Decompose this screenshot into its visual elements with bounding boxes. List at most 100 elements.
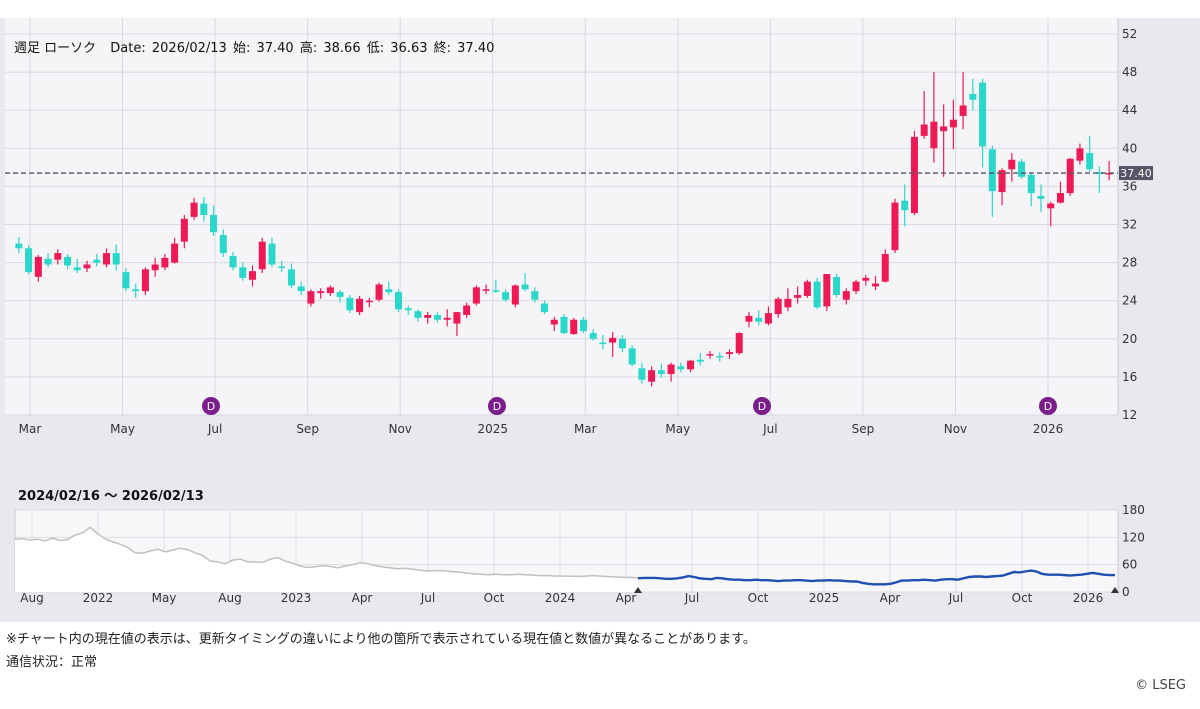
candle: [1066, 157, 1074, 196]
candle: [122, 268, 130, 292]
candle: [628, 345, 636, 367]
candle-body: [599, 342, 607, 345]
range-handle-right[interactable]: [1111, 587, 1119, 593]
y-tick-label: 24: [1122, 294, 1137, 308]
date-value: 2026/02/13: [151, 41, 227, 56]
candle: [278, 260, 286, 273]
nav-x-tick-label: Apr: [880, 591, 901, 605]
dividend-marker[interactable]: D: [202, 397, 220, 415]
nav-x-tick-label: Jul: [948, 591, 963, 605]
x-tick-label: 2026: [1033, 422, 1064, 436]
candle: [1076, 143, 1084, 165]
y-tick-label: 32: [1122, 218, 1137, 232]
candle: [1027, 172, 1035, 207]
low-value: 36.63: [390, 41, 428, 56]
candle-body: [823, 274, 831, 307]
candle: [638, 362, 646, 384]
nav-x-tick-label: 2026: [1073, 591, 1104, 605]
dividend-marker[interactable]: D: [753, 397, 771, 415]
dividend-marker[interactable]: D: [488, 397, 506, 415]
candle: [336, 290, 344, 303]
candle-body: [200, 203, 208, 215]
dividend-marker[interactable]: D: [1039, 397, 1057, 415]
candle: [872, 275, 880, 291]
dividend-marker-label: D: [758, 400, 766, 413]
candle-body: [755, 317, 763, 322]
candle-body: [628, 348, 636, 365]
candle: [1095, 166, 1103, 194]
candle-body: [307, 291, 315, 304]
x-tick-label: Mar: [19, 422, 42, 436]
nav-x-tick-label: Jul: [420, 591, 435, 605]
candle: [297, 281, 305, 295]
candle-body: [336, 292, 344, 297]
range-label: 2024/02/16 〜 2026/02/13: [18, 489, 204, 504]
candle: [774, 296, 782, 318]
candle: [910, 131, 918, 215]
y-tick-label: 36: [1122, 179, 1137, 193]
candle-body: [940, 126, 948, 132]
open-label: 始:: [232, 41, 251, 56]
candle: [54, 249, 62, 265]
candle-body: [531, 291, 539, 300]
history-line: [14, 526, 639, 579]
candle-body: [618, 338, 626, 349]
candle-body: [102, 253, 110, 265]
nav-x-tick-label: Apr: [352, 591, 373, 605]
candle: [73, 258, 81, 274]
nav-x-tick-label: Apr: [616, 591, 637, 605]
y-tick-label: 52: [1122, 27, 1137, 41]
candle: [833, 274, 841, 298]
candle-body: [716, 355, 724, 358]
nav-x-tick-label: Oct: [1012, 591, 1033, 605]
candle: [268, 237, 276, 268]
candle: [891, 198, 899, 254]
range-handle-left[interactable]: [634, 587, 642, 593]
y-tick-label: 28: [1122, 256, 1137, 270]
x-tick-label: May: [665, 422, 690, 436]
close-value: 37.40: [457, 41, 495, 56]
candle-body: [268, 243, 276, 265]
candle: [969, 78, 977, 111]
candle: [609, 332, 617, 357]
candle-body: [794, 294, 802, 298]
grid: [5, 18, 1119, 416]
x-tick-label: Nov: [944, 422, 967, 436]
candle: [813, 277, 821, 310]
candle-body: [930, 121, 938, 149]
candle-body: [190, 202, 198, 217]
candle-body: [657, 370, 665, 375]
candle: [862, 274, 870, 286]
candle-body: [492, 290, 500, 292]
nav-x-tick-label: 2025: [809, 591, 840, 605]
candle: [531, 287, 539, 303]
y-tick-label: 44: [1122, 103, 1137, 117]
candle: [998, 168, 1006, 206]
candle: [200, 196, 208, 222]
ohlc-readout: 週足 ローソク Date: 2026/02/13 始: 37.40 高: 38.…: [14, 37, 496, 56]
candle-body: [453, 312, 461, 324]
candle-body: [1056, 193, 1064, 203]
candle-body: [1076, 148, 1084, 161]
candle: [1008, 153, 1016, 182]
candle-body: [521, 284, 529, 290]
overview-navigator[interactable]: 0 60 120 180 Aug 2022 May Aug 2023 Apr Jul Oct 2024…: [0, 470, 1200, 610]
candle: [852, 279, 860, 295]
candle: [141, 267, 149, 295]
candle-body: [550, 319, 558, 325]
candle: [326, 285, 334, 296]
candle-body: [365, 300, 373, 303]
candle-body: [1047, 203, 1055, 209]
candlestick-chart[interactable]: D D D D 12 16 20 24 28 32 36 40 44 48 52 Mar May Jul Sep…: [0, 18, 1200, 448]
candle: [482, 284, 490, 295]
high-label: 高:: [299, 41, 318, 56]
candle-body: [988, 149, 996, 192]
candle: [618, 334, 626, 353]
nav-x-tick-label: Oct: [748, 591, 769, 605]
x-tick-label: May: [110, 422, 135, 436]
candle: [755, 310, 763, 326]
candle: [317, 288, 325, 299]
candle-body: [541, 303, 549, 313]
candle: [657, 363, 665, 378]
